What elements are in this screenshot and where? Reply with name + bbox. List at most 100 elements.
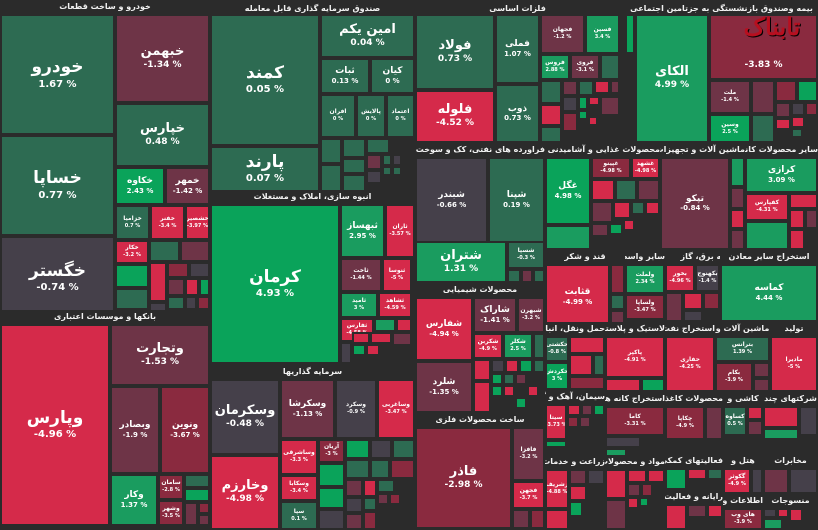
stock-tile[interactable]	[198, 514, 210, 526]
stock-tile[interactable]	[377, 479, 395, 493]
stock-tile[interactable]	[707, 504, 723, 518]
stock-tile[interactable]	[751, 80, 775, 114]
stock-tile[interactable]	[600, 54, 620, 80]
stock-tile[interactable]	[594, 80, 610, 94]
stock-tile[interactable]	[763, 508, 777, 518]
stock-tile[interactable]	[591, 223, 609, 237]
stock-tile[interactable]: کمند 0.05 %	[210, 14, 320, 146]
stock-tile[interactable]	[473, 381, 491, 413]
stock-tile[interactable]	[763, 428, 799, 440]
stock-tile[interactable]	[687, 504, 707, 518]
stock-tile[interactable]	[185, 296, 197, 310]
stock-tile[interactable]: وسکرمان -0.48 %	[210, 379, 280, 455]
stock-tile[interactable]: کماسه 4.44 %	[720, 264, 818, 322]
stock-tile[interactable]	[491, 373, 503, 385]
stock-tile[interactable]: کساوه 0.5 %	[723, 406, 747, 436]
stock-tile[interactable]: کاما -3.31 %	[605, 406, 665, 436]
stock-tile[interactable]: امین یکم 0.04 %	[320, 14, 415, 58]
stock-tile[interactable]	[805, 209, 818, 229]
stock-tile[interactable]: شبهرن -3.2 %	[517, 297, 545, 333]
stock-tile[interactable]	[507, 269, 521, 283]
stock-tile[interactable]: ثنوسا -5 %	[382, 258, 412, 292]
stock-tile[interactable]: شلرد -1.35 %	[415, 361, 473, 413]
stock-tile[interactable]: ونوین -3.67 %	[160, 386, 210, 474]
stock-tile[interactable]	[578, 96, 588, 110]
stock-tile[interactable]: ذوب 0.73 %	[495, 84, 540, 143]
stock-tile[interactable]	[703, 292, 720, 310]
stock-tile[interactable]	[789, 193, 818, 209]
stock-tile[interactable]: ثبات 0.13 %	[320, 58, 370, 94]
stock-tile[interactable]	[345, 479, 363, 497]
stock-tile[interactable]	[799, 406, 818, 436]
stock-tile[interactable]: -3.83 %	[709, 14, 818, 80]
stock-tile[interactable]: حکشتی -0.8 %	[545, 336, 569, 362]
stock-tile[interactable]: غگل 4.98 %	[545, 157, 591, 225]
stock-tile[interactable]	[363, 479, 377, 497]
stock-tile[interactable]	[345, 459, 370, 479]
stock-tile[interactable]	[540, 104, 562, 126]
stock-tile[interactable]	[382, 166, 392, 176]
stock-tile[interactable]	[609, 223, 623, 235]
stock-tile[interactable]	[751, 114, 775, 143]
stock-tile[interactable]: ثاخت -1.44 %	[340, 258, 382, 292]
stock-tile[interactable]	[473, 359, 491, 381]
stock-tile[interactable]: خکاوه 2.43 %	[115, 167, 165, 205]
stock-tile[interactable]: بخور -4.96 %	[665, 264, 695, 292]
stock-tile[interactable]	[198, 502, 210, 514]
stock-tile[interactable]: شاراک -1.41 %	[473, 297, 517, 333]
stock-tile[interactable]	[491, 359, 505, 373]
stock-tile[interactable]: وسین 2.5 %	[709, 114, 751, 143]
stock-tile[interactable]	[569, 485, 587, 501]
stock-tile[interactable]: بکهنوج -1.4 %	[695, 264, 720, 292]
stock-tile[interactable]: پارند 0.07 %	[210, 146, 320, 192]
stock-tile[interactable]	[751, 468, 763, 494]
stock-tile[interactable]: سپا 0.1 %	[280, 501, 318, 530]
stock-tile[interactable]	[593, 404, 605, 416]
stock-tile[interactable]	[763, 406, 799, 428]
stock-tile[interactable]: وشهر -3.5 %	[158, 500, 184, 526]
stock-tile[interactable]: کرازی 3.09 %	[745, 157, 818, 193]
stock-tile[interactable]: آریان -3 %	[318, 439, 345, 463]
stock-tile[interactable]: بکام -3.9 %	[715, 362, 753, 392]
stock-tile[interactable]	[505, 359, 519, 373]
stock-tile[interactable]	[318, 487, 345, 509]
stock-tile[interactable]	[641, 378, 665, 392]
stock-tile[interactable]: وتجارت -1.53 %	[110, 324, 210, 386]
stock-tile[interactable]: کرمان 4.93 %	[210, 204, 340, 364]
stock-tile[interactable]	[593, 354, 605, 376]
stock-tile[interactable]	[396, 318, 412, 332]
stock-tile[interactable]	[789, 468, 818, 494]
stock-tile[interactable]	[579, 416, 591, 428]
stock-tile[interactable]: مادیرا -5 %	[770, 336, 818, 392]
stock-tile[interactable]	[591, 179, 615, 201]
stock-tile[interactable]	[730, 157, 745, 187]
stock-tile[interactable]	[503, 385, 515, 397]
stock-tile[interactable]	[320, 138, 342, 164]
stock-tile[interactable]	[366, 170, 382, 184]
stock-tile[interactable]	[600, 96, 620, 116]
stock-tile[interactable]: فجهن -3.7 %	[512, 481, 545, 509]
stock-tile[interactable]	[345, 513, 363, 530]
stock-tile[interactable]	[588, 116, 598, 126]
stock-tile[interactable]: حکردش 3 %	[545, 362, 569, 390]
stock-tile[interactable]	[687, 468, 707, 480]
stock-tile[interactable]	[562, 96, 578, 112]
stock-tile[interactable]	[370, 332, 392, 344]
stock-tile[interactable]	[340, 342, 352, 364]
stock-tile[interactable]	[562, 112, 578, 132]
stock-tile[interactable]	[569, 469, 587, 485]
stock-tile[interactable]	[791, 116, 805, 128]
stock-tile[interactable]	[185, 278, 199, 296]
stock-tile[interactable]	[363, 511, 377, 530]
stock-tile[interactable]: فجهان -1.2 %	[540, 14, 585, 54]
stock-tile[interactable]	[370, 459, 390, 479]
stock-tile[interactable]	[763, 518, 783, 530]
stock-tile[interactable]	[591, 201, 613, 223]
stock-tile[interactable]: کفپارس -4.31 %	[745, 193, 789, 221]
stock-tile[interactable]	[705, 406, 723, 440]
stock-tile[interactable]	[382, 154, 392, 166]
stock-tile[interactable]: کیان 0 %	[370, 58, 415, 94]
stock-tile[interactable]	[647, 469, 665, 483]
stock-tile[interactable]: غشهد -4.98 %	[631, 157, 660, 179]
stock-tile[interactable]	[627, 469, 647, 483]
